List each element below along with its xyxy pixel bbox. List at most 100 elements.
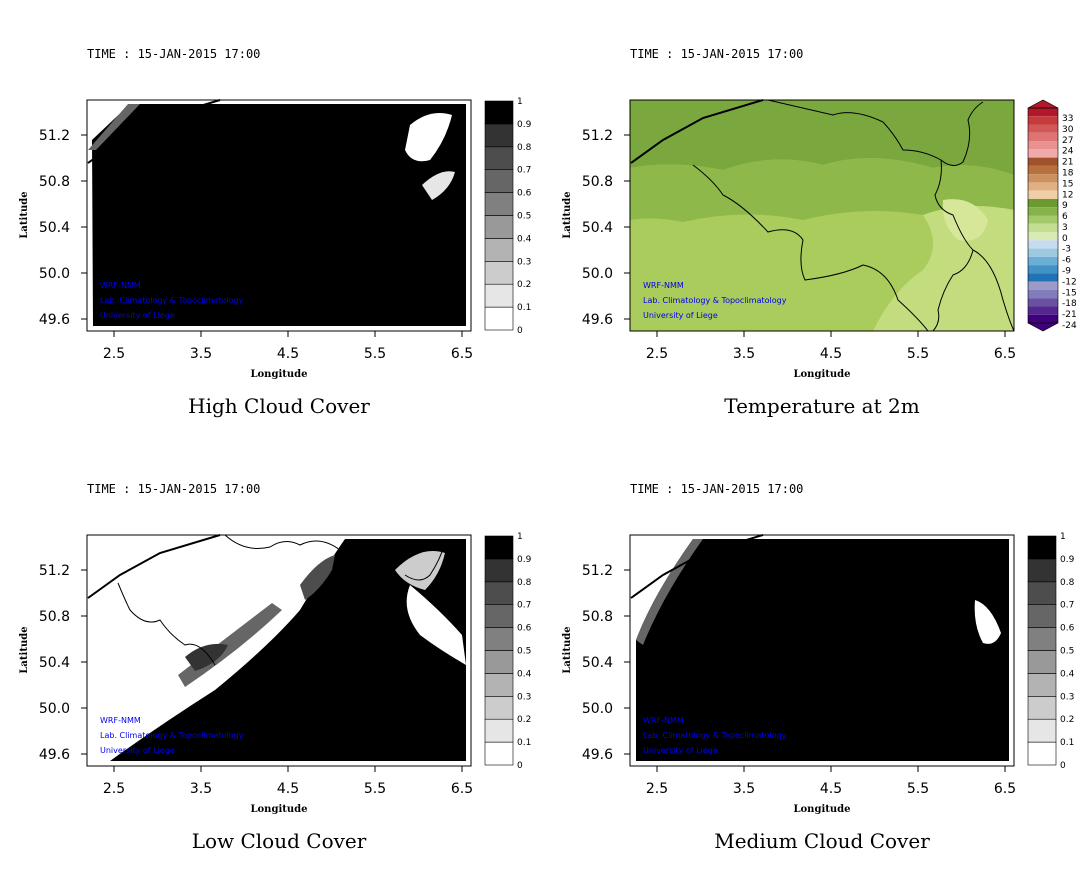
credit-line-1: WRF-NMM bbox=[643, 281, 684, 290]
x-tick-label: 3.5 bbox=[733, 781, 755, 797]
clear-patch bbox=[395, 551, 445, 590]
x-axis: 2.5 3.5 4.5 5.5 6.5 bbox=[103, 766, 473, 797]
panel-low-cloud-cover: TIME : 15-JAN-2015 17:00 WRF-NMM Lab. Cl… bbox=[0, 435, 543, 869]
colorbar-tick-label: 0.9 bbox=[1060, 555, 1075, 565]
y-axis: 49.6 50.0 50.4 50.8 51.2 bbox=[39, 563, 87, 763]
country-border bbox=[940, 101, 984, 166]
chart-title: Medium Cloud Cover bbox=[714, 829, 930, 853]
clear-patch bbox=[974, 600, 1001, 644]
credit-line-2: Lab. Climatology & Topoclimatology bbox=[643, 296, 787, 305]
x-tick-label: 6.5 bbox=[994, 346, 1016, 362]
plot-frame bbox=[86, 99, 472, 332]
colorbar-segment bbox=[484, 604, 514, 628]
credit-line-1: WRF-NMM bbox=[100, 716, 141, 725]
colorbar-segment bbox=[484, 238, 514, 262]
credit-line-3: University of Liege bbox=[100, 746, 175, 755]
colorbar-tick-label: -21 bbox=[1062, 310, 1077, 320]
colorbar-segment bbox=[484, 558, 514, 583]
colorbar-segment bbox=[1028, 289, 1058, 299]
colorbar-segment bbox=[484, 283, 514, 308]
colorbar-tick-label: 6 bbox=[1062, 212, 1068, 222]
colorbar-tick-label: 0.2 bbox=[1060, 715, 1074, 725]
y-tick-label: 50.8 bbox=[39, 174, 70, 190]
y-tick-label: 49.6 bbox=[39, 312, 70, 328]
y-tick-label: 50.8 bbox=[39, 609, 70, 625]
x-axis-label: Longitude bbox=[250, 804, 307, 815]
x-tick-label: 2.5 bbox=[646, 346, 668, 362]
colorbar-min-arrow bbox=[1027, 322, 1059, 332]
y-tick-label: 51.2 bbox=[39, 128, 70, 144]
temp-field bbox=[630, 100, 1014, 175]
y-tick-label: 50.0 bbox=[39, 701, 70, 717]
x-tick-label: 5.5 bbox=[907, 346, 929, 362]
panel-temperature: TIME : 15-JAN-2015 17:00 WRF-NMM Lab. Cl… bbox=[543, 0, 1086, 434]
colorbar-segment bbox=[1028, 281, 1058, 290]
y-tick-label: 49.6 bbox=[39, 747, 70, 763]
colorbar-tick-label: 15 bbox=[1062, 179, 1073, 189]
colorbar-tick-label: 0 bbox=[1060, 761, 1066, 771]
colorbar: 0 0.1 0.2 0.3 0.4 0.5 0.6 0.7 0.8 0.9 1 bbox=[1027, 532, 1075, 771]
chart-title: Low Cloud Cover bbox=[192, 829, 367, 853]
colorbar-segment bbox=[1028, 174, 1058, 183]
y-tick-label: 51.2 bbox=[39, 563, 70, 579]
plot-frame bbox=[86, 534, 472, 767]
colorbar-tick-label: 9 bbox=[1062, 201, 1068, 211]
colorbar-frame bbox=[1027, 107, 1059, 324]
country-border bbox=[117, 582, 216, 666]
chart-title: High Cloud Cover bbox=[188, 394, 370, 418]
cloud-field bbox=[92, 104, 466, 326]
y-tick-label: 50.4 bbox=[39, 220, 70, 236]
colorbar-tick-label: 0 bbox=[1062, 234, 1068, 244]
colorbar: 0 0.1 0.2 0.3 0.4 0.5 0.6 0.7 0.8 0.9 1 bbox=[484, 97, 532, 336]
time-label: TIME : 15-JAN-2015 17:00 bbox=[630, 47, 803, 61]
country-border bbox=[972, 249, 1015, 332]
colorbar-tick-label: -15 bbox=[1062, 288, 1077, 298]
colorbar-segment bbox=[484, 581, 514, 606]
x-axis: 2.5 3.5 4.5 5.5 6.5 bbox=[646, 331, 1016, 362]
colorbar-segment bbox=[1027, 673, 1057, 697]
coastline bbox=[87, 99, 221, 164]
colorbar-tick-label: 0.2 bbox=[517, 715, 531, 725]
colorbar-tick-label: 0 bbox=[517, 761, 523, 771]
colorbar-segment bbox=[1027, 695, 1057, 720]
colorbar-tick-label: 12 bbox=[1062, 190, 1073, 200]
credit-line-3: University of Liege bbox=[643, 311, 718, 320]
y-tick-label: 50.0 bbox=[582, 266, 613, 282]
colorbar-segment bbox=[1028, 149, 1058, 158]
colorbar-tick-label: 0.1 bbox=[517, 738, 531, 748]
credit-line-1: WRF-NMM bbox=[100, 281, 141, 290]
colorbar-tick-label: 0.8 bbox=[517, 578, 532, 588]
colorbar-segment bbox=[1028, 124, 1058, 133]
colorbar-segment bbox=[1027, 604, 1057, 628]
colorbar-segment bbox=[484, 741, 514, 766]
colorbar-segment bbox=[484, 627, 514, 651]
colorbar-tick-label: 30 bbox=[1062, 125, 1074, 135]
temp-field bbox=[942, 199, 988, 241]
x-tick-label: 4.5 bbox=[820, 781, 842, 797]
x-tick-label: 5.5 bbox=[364, 781, 386, 797]
colorbar-segment bbox=[1028, 165, 1058, 175]
cloud-field-edge bbox=[185, 643, 228, 671]
colorbar-tick-label: -9 bbox=[1062, 267, 1071, 277]
y-tick-label: 51.2 bbox=[582, 128, 613, 144]
x-tick-label: 4.5 bbox=[277, 346, 299, 362]
colorbar-segment bbox=[1028, 298, 1058, 307]
colorbar-segment bbox=[484, 650, 514, 674]
coastline bbox=[87, 534, 221, 599]
colorbar-tick-label: 0.7 bbox=[1060, 601, 1074, 611]
colorbar-tick-label: 0.2 bbox=[517, 280, 531, 290]
colorbar-tick-label: 1 bbox=[1060, 532, 1066, 542]
coastline bbox=[630, 99, 764, 164]
colorbar-segment bbox=[1028, 314, 1058, 323]
colorbar-segment bbox=[1027, 581, 1057, 606]
colorbar-tick-label: 0 bbox=[517, 326, 523, 336]
colorbar-segment bbox=[1028, 207, 1058, 216]
y-tick-label: 50.0 bbox=[39, 266, 70, 282]
colorbar-segment bbox=[1028, 215, 1058, 224]
chart-low-cloud-cover: TIME : 15-JAN-2015 17:00 WRF-NMM Lab. Cl… bbox=[19, 482, 532, 853]
colorbar-tick-label: 0.8 bbox=[517, 143, 532, 153]
colorbar-segment bbox=[1028, 116, 1058, 125]
colorbar-tick-label: -12 bbox=[1062, 277, 1077, 287]
y-tick-label: 50.4 bbox=[582, 220, 613, 236]
time-label: TIME : 15-JAN-2015 17:00 bbox=[87, 482, 260, 496]
